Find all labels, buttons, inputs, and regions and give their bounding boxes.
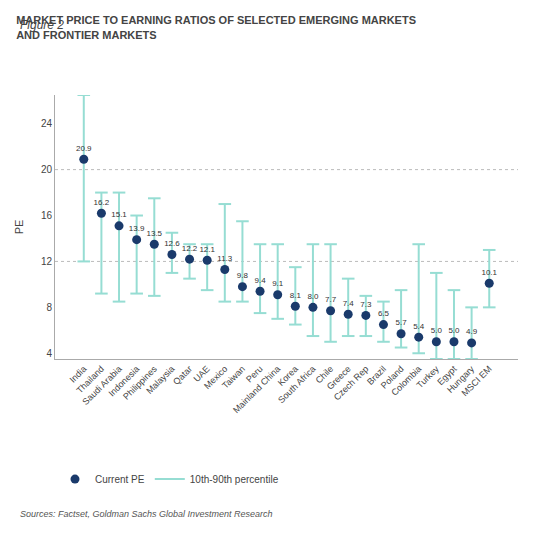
svg-text:20: 20 (41, 164, 53, 175)
svg-text:8: 8 (46, 302, 52, 313)
svg-text:15.1: 15.1 (111, 210, 127, 219)
svg-text:5.7: 5.7 (396, 318, 408, 327)
svg-text:9.1: 9.1 (272, 279, 284, 288)
svg-text:7.3: 7.3 (360, 300, 372, 309)
svg-text:Mexico: Mexico (202, 364, 229, 391)
svg-text:Korea: Korea (276, 364, 300, 388)
svg-text:Saudi Arabia: Saudi Arabia (80, 364, 123, 407)
svg-text:5.0: 5.0 (431, 326, 443, 335)
svg-text:Malaysia: Malaysia (144, 364, 176, 396)
svg-text:4.9: 4.9 (466, 327, 478, 336)
svg-text:24: 24 (41, 118, 53, 129)
svg-text:10.1: 10.1 (481, 268, 497, 277)
svg-text:9.4: 9.4 (254, 276, 266, 285)
svg-text:20.9: 20.9 (76, 144, 92, 153)
svg-text:Figure 2: Figure 2 (20, 18, 64, 32)
svg-text:Current PE: Current PE (95, 474, 145, 485)
svg-text:4: 4 (46, 348, 52, 359)
svg-text:7.4: 7.4 (343, 299, 355, 308)
svg-text:6.5: 6.5 (378, 309, 390, 318)
svg-text:12: 12 (41, 256, 53, 267)
svg-text:MARKET PRICE TO EARNING RATIOS: MARKET PRICE TO EARNING RATIOS OF SELECT… (16, 14, 416, 40)
svg-text:Poland: Poland (379, 364, 406, 391)
svg-text:South Africa: South Africa (276, 364, 317, 405)
svg-text:5.0: 5.0 (448, 326, 460, 335)
svg-text:Turkey: Turkey (415, 363, 442, 390)
svg-text:9.8: 9.8 (237, 271, 249, 280)
svg-text:UAE: UAE (192, 364, 212, 384)
svg-text:Thailand: Thailand (75, 364, 106, 395)
svg-text:12.2: 12.2 (182, 244, 198, 253)
svg-text:10th-90th percentile: 10th-90th percentile (190, 474, 279, 485)
svg-text:11.3: 11.3 (217, 254, 233, 263)
svg-text:Indonesia: Indonesia (107, 364, 142, 399)
svg-text:13.5: 13.5 (147, 229, 163, 238)
svg-text:Greece: Greece (325, 364, 353, 392)
svg-text:Czech Rep: Czech Rep (332, 364, 371, 403)
svg-text:Qatar: Qatar (171, 364, 194, 387)
svg-text:Egypt: Egypt (435, 363, 459, 387)
svg-text:13.9: 13.9 (129, 224, 145, 233)
svg-text:Mainland China: Mainland China (231, 364, 282, 415)
svg-text:8.1: 8.1 (290, 291, 302, 300)
svg-text:Hungary: Hungary (445, 363, 476, 394)
svg-text:5.4: 5.4 (413, 322, 425, 331)
svg-text:Chile: Chile (314, 364, 336, 386)
svg-text:Sources: Factset, Goldman Sach: Sources: Factset, Goldman Sachs Global I… (20, 509, 273, 519)
svg-text:MSCI EM: MSCI EM (460, 364, 494, 398)
svg-text:8.0: 8.0 (307, 292, 319, 301)
svg-text:Philippines: Philippines (121, 363, 159, 401)
svg-text:12.1: 12.1 (199, 245, 215, 254)
svg-text:PE: PE (13, 220, 25, 235)
svg-text:12.6: 12.6 (164, 239, 180, 248)
svg-text:Taiwan: Taiwan (220, 364, 247, 391)
svg-text:India: India (67, 364, 88, 385)
svg-text:Colombia: Colombia (389, 364, 423, 398)
svg-text:16: 16 (41, 210, 53, 221)
svg-text:16.2: 16.2 (94, 198, 110, 207)
svg-text:Peru: Peru (244, 364, 265, 385)
svg-text:Brazil: Brazil (365, 364, 388, 387)
svg-text:7.7: 7.7 (325, 295, 337, 304)
